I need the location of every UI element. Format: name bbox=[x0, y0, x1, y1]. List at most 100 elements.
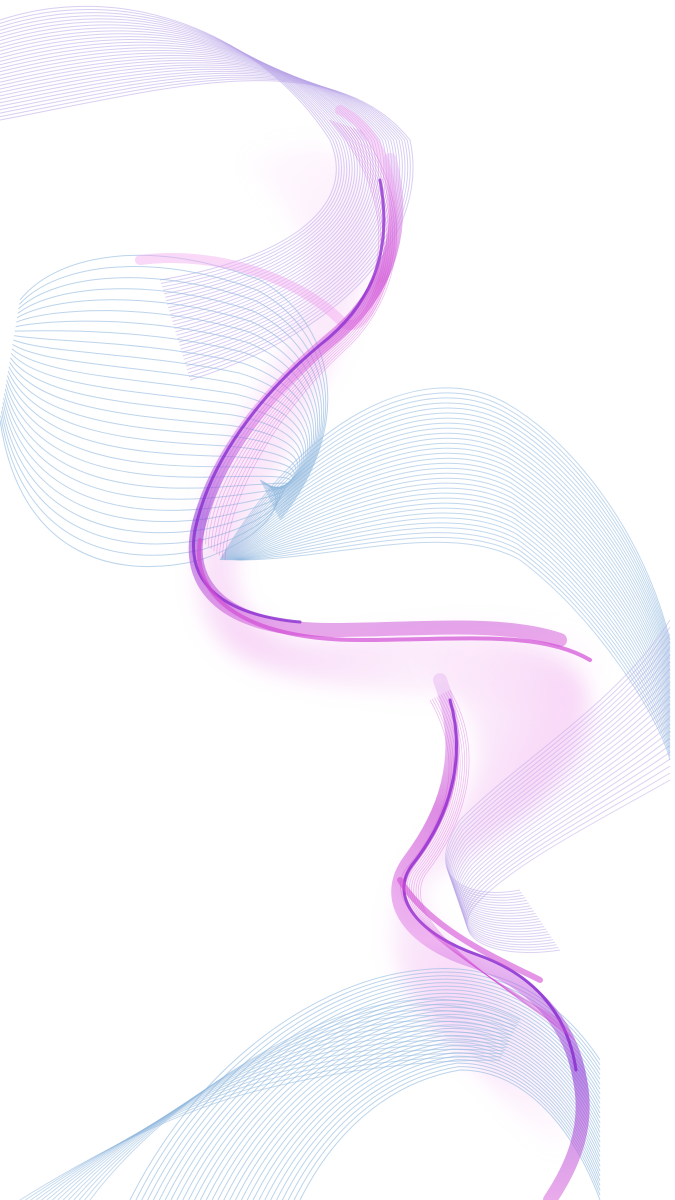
bottom-left-sweep-line bbox=[19, 1059, 501, 1200]
ribbon-strands-upper-line bbox=[216, 126, 391, 554]
ribbon-strands-upper-line bbox=[210, 124, 387, 549]
left-loop bbox=[0, 254, 329, 568]
right-lower-fan-line bbox=[458, 717, 671, 930]
middle-fan-line bbox=[232, 482, 671, 714]
middle-fan-line bbox=[224, 427, 671, 672]
left-loop-line bbox=[18, 266, 327, 519]
ribbon-strands-upper-line bbox=[205, 121, 384, 545]
bottom-arcs-line bbox=[188, 1003, 601, 1200]
right-lower-fan-line bbox=[448, 640, 671, 901]
left-loop-line bbox=[11, 348, 307, 505]
top-fan-line bbox=[0, 57, 385, 343]
right-lower-fan-line bbox=[459, 723, 671, 933]
top-fan-line bbox=[0, 36, 364, 315]
top-fan-line bbox=[0, 21, 350, 298]
middle-fan-line bbox=[238, 527, 671, 749]
ribbon-strands-upper-line bbox=[213, 125, 389, 552]
ribbon-strands-lower-line bbox=[413, 693, 571, 1034]
left-loop-line bbox=[8, 366, 299, 499]
bottom-arcs-line bbox=[170, 992, 601, 1200]
pink-glow-upper bbox=[196, 146, 604, 708]
left-loop-line bbox=[0, 419, 277, 568]
middle-fan-line bbox=[230, 472, 671, 706]
middle-fan-line bbox=[235, 512, 671, 737]
bottom-arcs-line bbox=[164, 989, 601, 1200]
ribbon-strands-lower-line bbox=[411, 694, 569, 1032]
right-lower-fan-line bbox=[461, 744, 671, 940]
bottom-arcs-line bbox=[246, 1038, 601, 1200]
top-fan-line bbox=[0, 24, 353, 302]
right-lower-fan-line bbox=[464, 765, 671, 948]
bottom-left-sweep-line bbox=[41, 1044, 507, 1200]
right-lower-fan-line bbox=[451, 668, 671, 912]
top-fan-line bbox=[0, 38, 366, 319]
middle-fan-line bbox=[220, 397, 671, 648]
ribbon-strands-lower-line bbox=[404, 697, 564, 1025]
left-loop-line bbox=[17, 288, 323, 516]
bottom-left-sweep-line bbox=[51, 1035, 510, 1200]
middle-fan-line bbox=[238, 532, 671, 753]
ribbon-strands-lower-line bbox=[402, 698, 562, 1023]
top-fan-line bbox=[0, 30, 358, 309]
ribbon-mid-edge bbox=[196, 538, 592, 662]
right-lower-fan-line bbox=[452, 675, 671, 914]
left-loop-line bbox=[3, 393, 288, 500]
middle-fan-line bbox=[221, 402, 671, 652]
ribbon-strands-lower-line bbox=[408, 695, 567, 1030]
bottom-arcs-line bbox=[258, 1045, 601, 1200]
top-fan-line bbox=[0, 44, 372, 326]
left-loop-line bbox=[9, 357, 303, 502]
middle-fan-line bbox=[239, 536, 671, 757]
ribbon-lower-twist bbox=[391, 673, 590, 1200]
top-fan-line bbox=[0, 74, 406, 371]
top-fan-line bbox=[0, 8, 340, 284]
middle-fan-line bbox=[222, 412, 671, 660]
bottom-left-sweep-line bbox=[89, 998, 521, 1200]
ribbon-strands-upper-line bbox=[207, 123, 386, 547]
left-loop-line bbox=[14, 335, 313, 509]
ribbon-strands-upper-line bbox=[224, 129, 397, 561]
ribbon-strands-lower-line bbox=[415, 692, 572, 1036]
bottom-left-sweep-line bbox=[84, 1004, 519, 1200]
middle-fan bbox=[219, 387, 671, 761]
middle-fan-line bbox=[237, 522, 671, 745]
right-lower-fan-line bbox=[453, 682, 671, 917]
ribbon-layer bbox=[135, 105, 592, 1200]
ribbon-strands-upper-line bbox=[202, 120, 382, 543]
top-fan-line bbox=[0, 68, 398, 360]
right-lower-fan-line bbox=[457, 710, 671, 927]
ribbon-upper-twist bbox=[188, 153, 567, 647]
middle-fan-line bbox=[226, 437, 671, 679]
pink-glow-lower bbox=[392, 639, 591, 1150]
right-lower-fan-line bbox=[461, 737, 671, 938]
ribbon-strands-upper-line bbox=[199, 119, 380, 541]
bottom-left-sweep-line bbox=[73, 1015, 516, 1200]
top-fan-line bbox=[0, 5, 337, 281]
left-loop-line bbox=[4, 388, 290, 491]
left-loop-line bbox=[10, 352, 305, 503]
bottom-arcs-line bbox=[252, 1041, 601, 1200]
left-loop-line bbox=[6, 379, 293, 494]
ribbon-strands-upper-line bbox=[221, 128, 395, 558]
middle-fan-line bbox=[235, 507, 671, 734]
bottom-left-sweep-line bbox=[57, 1030, 511, 1200]
middle-fan-line bbox=[229, 462, 671, 699]
top-fan-line bbox=[0, 47, 374, 329]
ribbon-strands-lower-line bbox=[399, 699, 561, 1021]
top-fan-line bbox=[0, 52, 379, 336]
top-fan-line bbox=[0, 62, 390, 350]
left-loop-line bbox=[19, 254, 329, 521]
bottom-arcs-line bbox=[276, 1055, 601, 1200]
top-fan-line bbox=[0, 27, 356, 305]
bottom-arcs-line bbox=[240, 1034, 601, 1200]
bottom-arcs-line bbox=[211, 1017, 601, 1200]
bottom-arcs-line bbox=[299, 1069, 601, 1200]
top-fan-line bbox=[0, 49, 377, 333]
top-fan-line bbox=[0, 59, 387, 346]
right-lower-fan-line bbox=[460, 730, 671, 935]
left-loop-line bbox=[7, 370, 297, 497]
right-lower-fan-line bbox=[450, 661, 671, 909]
bottom-arcs-line bbox=[158, 985, 601, 1200]
right-lower-fan bbox=[445, 619, 671, 953]
